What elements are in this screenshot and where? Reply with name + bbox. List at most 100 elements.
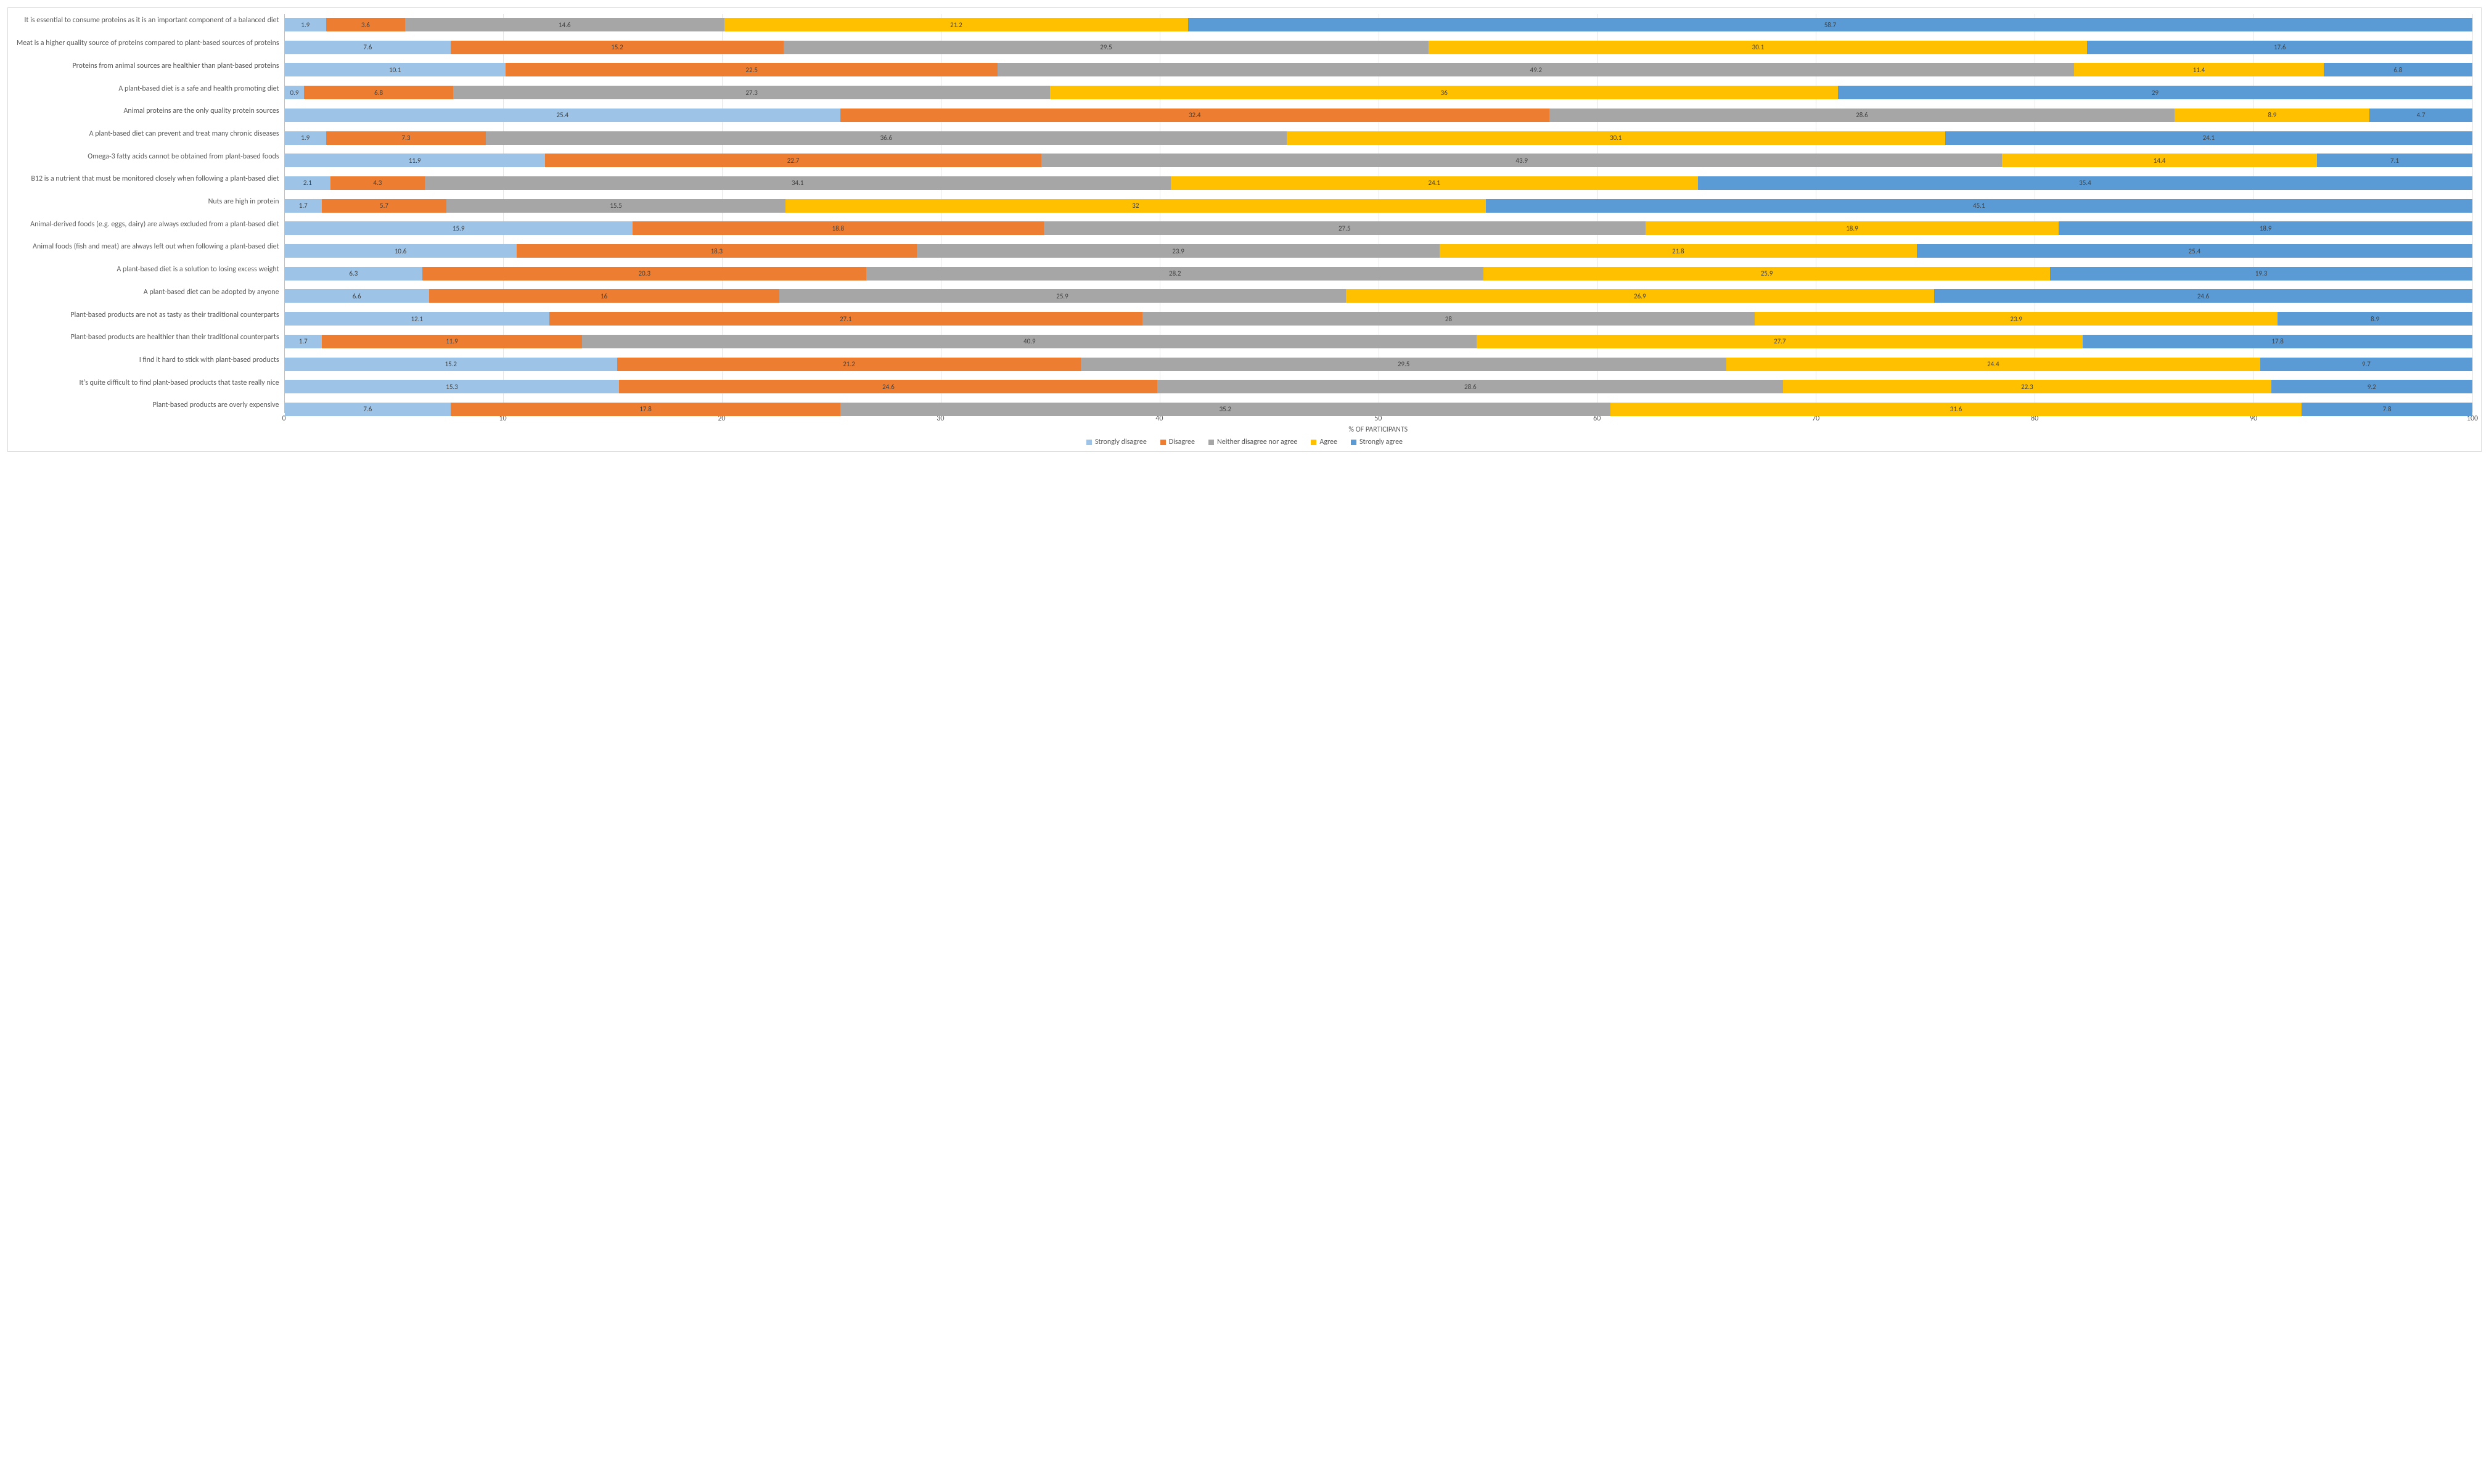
legend-item: Strongly agree (1351, 438, 1403, 446)
y-axis-category-label: Nuts are high in protein (17, 195, 279, 209)
bar-segment-value: 18.9 (2260, 224, 2272, 232)
bar-row: 1.93.614.621.258.7 (285, 18, 2472, 31)
bar-segment-value: 16 (601, 292, 607, 300)
bars-container: 1.93.614.621.258.77.615.229.530.117.610.… (285, 14, 2472, 420)
bar-segment-value: 40.9 (1023, 337, 1036, 345)
bar-segment-value: 30.1 (1752, 43, 1765, 51)
y-axis-category-label: Plant-based products are overly expensiv… (17, 399, 279, 412)
bar-segment-value: 18.9 (1846, 224, 1858, 232)
y-axis-category-label: It’s quite difficult to find plant-based… (17, 376, 279, 390)
bar-segment-disagree: 7.3 (326, 131, 486, 145)
bar-segment-value: 6.8 (374, 89, 383, 97)
bar-segment-strongly-disagree: 2.1 (285, 176, 331, 190)
bar-segment-neither: 28.6 (1157, 380, 1783, 393)
bar-row: 6.61625.926.924.6 (285, 289, 2472, 303)
bar-segment-strongly-disagree: 15.3 (285, 380, 620, 393)
bar-segment-value: 15.2 (611, 43, 623, 51)
bar-segment-strongly-disagree: 1.7 (285, 335, 322, 348)
bar-segment-strongly-agree: 24.1 (1945, 131, 2472, 145)
legend: Strongly disagreeDisagreeNeither disagre… (17, 438, 2472, 446)
bar-segment-value: 27.1 (840, 315, 852, 323)
bar-segment-disagree: 24.6 (619, 380, 1157, 393)
bar-segment-agree: 11.4 (2074, 63, 2324, 76)
legend-label: Strongly disagree (1095, 438, 1147, 446)
y-axis-category-label: A plant-based diet is a solution to losi… (17, 263, 279, 277)
bar-segment-value: 25.9 (1056, 292, 1068, 300)
bar-segment-value: 27.5 (1339, 224, 1351, 232)
bar-segment-disagree: 4.3 (330, 176, 425, 190)
bar-segment-value: 35.2 (1220, 405, 1232, 413)
bar-segment-value: 27.3 (745, 89, 758, 97)
bar-segment-value: 17.8 (639, 405, 652, 413)
bar-segment-agree: 24.1 (1171, 176, 1698, 190)
bar-segment-value: 20.3 (639, 269, 651, 277)
bar-segment-strongly-agree: 6.8 (2324, 63, 2472, 76)
bar-segment-strongly-agree: 25.4 (1917, 244, 2472, 258)
bar-segment-disagree: 32.4 (840, 109, 1549, 122)
bar-segment-value: 10.1 (389, 66, 401, 74)
bar-segment-strongly-disagree: 10.6 (285, 244, 517, 258)
y-axis-category-label: Omega-3 fatty acids cannot be obtained f… (17, 150, 279, 163)
bar-segment-neither: 28.6 (1549, 109, 2175, 122)
bar-segment-strongly-agree: 18.9 (2059, 221, 2472, 235)
bar-segment-value: 21.2 (950, 21, 962, 29)
bar-row: 1.75.715.53245.1 (285, 199, 2472, 213)
y-axis-labels: It is essential to consume proteins as i… (17, 14, 284, 412)
bar-segment-strongly-agree: 58.7 (1188, 18, 2472, 31)
bar-segment-agree: 30.1 (1287, 131, 1945, 145)
bar-segment-value: 7.6 (363, 405, 372, 413)
bar-segment-value: 7.8 (2383, 405, 2392, 413)
bar-segment-value: 11.9 (409, 157, 421, 165)
y-axis-category-label: Animal-derived foods (e.g. eggs, dairy) … (17, 218, 279, 231)
bar-segment-value: 22.3 (2021, 383, 2033, 391)
bar-segment-value: 32.4 (1189, 111, 1201, 119)
bar-segment-disagree: 20.3 (422, 267, 866, 281)
bar-segment-value: 7.1 (2390, 157, 2399, 165)
legend-swatch (1208, 440, 1214, 445)
bar-segment-strongly-disagree: 1.9 (285, 18, 326, 31)
y-axis-category-label: I find it hard to stick with plant-based… (17, 354, 279, 367)
bar-segment-neither: 29.5 (1081, 358, 1726, 371)
bar-segment-value: 17.6 (2274, 43, 2286, 51)
bar-segment-strongly-agree: 29 (1838, 86, 2472, 99)
legend-label: Agree (1319, 438, 1337, 446)
bar-segment-value: 11.9 (446, 337, 458, 345)
bar-segment-value: 30.1 (1610, 134, 1622, 142)
bar-segment-value: 12.1 (411, 315, 423, 323)
bar-segment-neither: 49.2 (998, 63, 2074, 76)
bar-segment-value: 1.7 (299, 202, 308, 210)
bar-segment-value: 26.9 (1634, 292, 1646, 300)
bar-segment-disagree: 16 (429, 289, 779, 303)
bar-segment-strongly-disagree: 15.2 (285, 358, 617, 371)
bar-segment-strongly-disagree: 12.1 (285, 312, 549, 326)
bar-segment-strongly-agree: 19.3 (2050, 267, 2472, 281)
y-axis-category-label: Proteins from animal sources are healthi… (17, 59, 279, 73)
bar-segment-neither: 29.5 (784, 41, 1429, 54)
bar-segment-value: 24.4 (1987, 360, 1999, 368)
y-axis-category-label: It is essential to consume proteins as i… (17, 14, 279, 28)
bar-segment-value: 9.7 (2362, 360, 2371, 368)
bar-segment-value: 1.7 (299, 337, 308, 345)
x-axis-title: % OF PARTICIPANTS (284, 425, 2472, 434)
bar-row: 10.122.549.211.46.8 (285, 63, 2472, 76)
bar-segment-strongly-disagree: 25.4 (285, 109, 840, 122)
bar-segment-neither: 27.5 (1044, 221, 1646, 235)
bar-segment-value: 27.7 (1774, 337, 1786, 345)
y-axis-category-label: A plant-based diet can prevent and treat… (17, 128, 279, 141)
bar-segment-value: 19.3 (2255, 269, 2268, 277)
legend-item: Neither disagree nor agree (1208, 438, 1297, 446)
bar-segment-value: 25.4 (556, 111, 568, 119)
bar-row: 0.96.827.33629 (285, 86, 2472, 99)
bar-segment-value: 24.1 (2203, 134, 2215, 142)
bar-segment-disagree: 21.2 (617, 358, 1081, 371)
bar-row: 15.918.827.518.918.9 (285, 221, 2472, 235)
y-axis-category-label: A plant-based diet is a safe and health … (17, 82, 279, 96)
y-axis-category-label: Plant-based products are healthier than … (17, 331, 279, 345)
bar-segment-value: 1.9 (301, 21, 310, 29)
legend-label: Strongly agree (1359, 438, 1403, 446)
bar-segment-strongly-disagree: 6.3 (285, 267, 423, 281)
bar-segment-value: 23.9 (2010, 315, 2022, 323)
bar-row: 11.922.743.914.47.1 (285, 154, 2472, 167)
bar-segment-disagree: 22.7 (545, 154, 1041, 167)
bar-segment-value: 15.2 (445, 360, 457, 368)
